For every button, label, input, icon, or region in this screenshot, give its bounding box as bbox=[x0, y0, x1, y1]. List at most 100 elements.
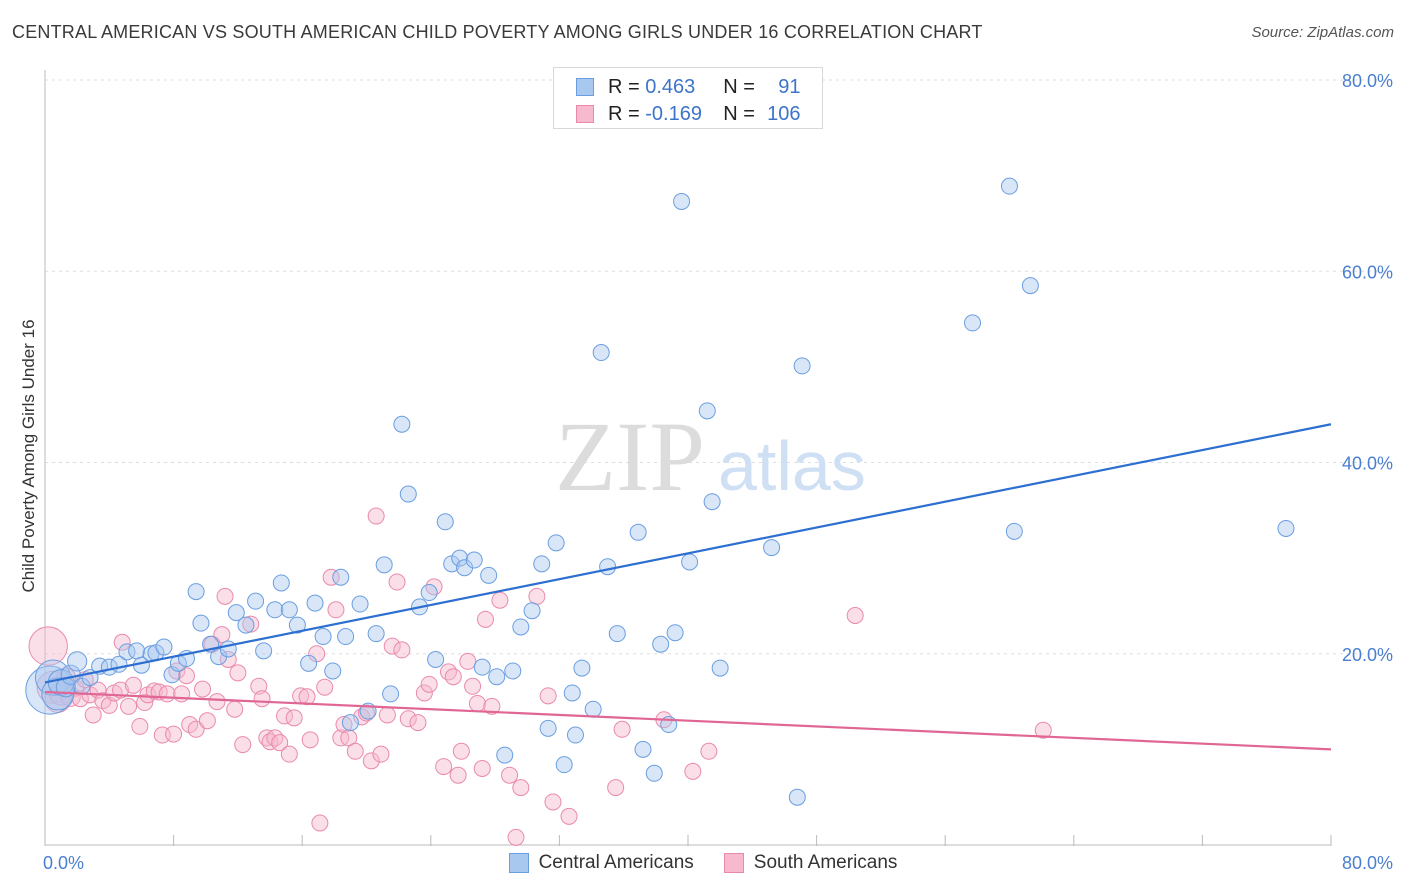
data-point-central bbox=[1005, 522, 1023, 540]
data-point-central bbox=[155, 638, 173, 656]
data-point-central bbox=[341, 714, 359, 732]
x-tick-label: 0.0% bbox=[43, 853, 84, 873]
series-legend: Central Americans South Americans bbox=[0, 852, 1406, 874]
data-point-central bbox=[555, 756, 573, 774]
axes bbox=[44, 70, 1332, 846]
data-point-south bbox=[266, 729, 284, 747]
data-point-south bbox=[560, 807, 578, 825]
data-point-south bbox=[311, 814, 329, 832]
data-point-south bbox=[452, 742, 470, 760]
data-point-south bbox=[213, 626, 231, 644]
data-point-south bbox=[165, 725, 183, 743]
data-point-central bbox=[314, 628, 332, 646]
data-point-central bbox=[547, 534, 565, 552]
data-point-central bbox=[645, 764, 663, 782]
legend-label-south: South Americans bbox=[753, 852, 898, 873]
legend-item-central[interactable]: Central Americans bbox=[508, 852, 694, 874]
data-point-central bbox=[480, 566, 498, 584]
data-point-south bbox=[271, 734, 289, 752]
n-value: 91 bbox=[778, 75, 801, 98]
data-point-south bbox=[459, 652, 477, 670]
data-point-central bbox=[584, 700, 602, 718]
data-point-central bbox=[187, 583, 205, 601]
legend-swatch-central bbox=[508, 853, 529, 873]
data-point-central bbox=[634, 740, 652, 758]
data-point-central bbox=[539, 719, 557, 737]
data-point-central bbox=[1021, 277, 1039, 295]
data-point-central bbox=[573, 659, 591, 677]
data-point-south bbox=[187, 720, 205, 738]
data-point-central bbox=[504, 662, 522, 680]
data-point-south bbox=[173, 685, 191, 703]
data-point-south bbox=[131, 717, 149, 735]
data-point-central bbox=[698, 402, 716, 420]
data-point-south bbox=[388, 573, 406, 591]
source-label: Source: ZipAtlas.com bbox=[1251, 24, 1394, 41]
data-point-south bbox=[229, 664, 247, 682]
data-point-central bbox=[512, 618, 530, 636]
data-point-south bbox=[226, 700, 244, 718]
data-point-central bbox=[219, 640, 237, 658]
data-point-central bbox=[465, 551, 483, 569]
data-point-south bbox=[449, 766, 467, 784]
data-point-south bbox=[607, 779, 625, 797]
legend-swatch-south bbox=[723, 853, 744, 873]
stats-legend: R = 0.463 N = 91 R = -0.169 N = 106 bbox=[553, 67, 823, 129]
data-point-south bbox=[84, 706, 102, 724]
data-point-central bbox=[788, 788, 806, 806]
data-point-south bbox=[435, 758, 453, 776]
central-americans-points bbox=[25, 177, 1295, 806]
data-point-central bbox=[673, 192, 691, 210]
data-point-central bbox=[247, 592, 265, 610]
data-point-central bbox=[703, 493, 721, 511]
data-point-south bbox=[367, 507, 385, 525]
y-axis-label: Child Poverty Among Girls Under 16 bbox=[19, 319, 38, 592]
r-label: R = bbox=[608, 102, 640, 125]
stats-row-south: R = -0.169 N = 106 bbox=[576, 101, 801, 127]
data-point-central bbox=[266, 601, 284, 619]
data-point-south bbox=[439, 663, 457, 681]
data-point-central bbox=[399, 485, 417, 503]
data-point-south bbox=[242, 615, 260, 633]
data-point-central bbox=[563, 684, 581, 702]
data-point-central bbox=[608, 625, 626, 643]
data-point-central bbox=[599, 558, 617, 576]
data-point-central bbox=[763, 539, 781, 557]
data-point-south bbox=[393, 641, 411, 659]
data-point-central bbox=[420, 584, 438, 602]
watermark-zip: ZIP bbox=[555, 401, 705, 512]
data-point-central bbox=[300, 654, 318, 672]
data-point-central bbox=[288, 616, 306, 634]
data-point-south bbox=[613, 720, 631, 738]
data-point-south bbox=[208, 693, 226, 711]
data-point-south bbox=[322, 568, 340, 586]
data-point-central bbox=[451, 549, 469, 567]
south-americans-points bbox=[28, 507, 1052, 846]
data-point-south bbox=[28, 626, 68, 666]
n-label: N = bbox=[723, 75, 755, 98]
data-point-south bbox=[491, 591, 509, 609]
data-point-south bbox=[383, 637, 401, 655]
data-point-central bbox=[964, 314, 982, 332]
data-point-central bbox=[1001, 177, 1018, 195]
data-point-south bbox=[145, 682, 163, 700]
data-point-central bbox=[382, 685, 400, 703]
data-point-south bbox=[378, 706, 396, 724]
data-point-central bbox=[496, 746, 514, 764]
central-swatch bbox=[576, 78, 594, 96]
data-point-central bbox=[592, 344, 610, 362]
legend-item-south[interactable]: South Americans bbox=[723, 852, 898, 874]
data-point-south bbox=[113, 633, 131, 651]
data-point-south bbox=[285, 709, 303, 727]
data-point-south bbox=[399, 710, 417, 728]
watermark: ZIP atlas bbox=[555, 401, 866, 512]
data-point-central bbox=[427, 650, 445, 668]
data-point-central bbox=[793, 357, 811, 375]
data-point-central bbox=[128, 642, 146, 660]
data-point-central bbox=[629, 523, 647, 541]
data-point-south bbox=[112, 681, 130, 699]
data-point-central bbox=[652, 635, 670, 653]
data-point-central bbox=[375, 556, 393, 574]
grid-lines bbox=[45, 79, 1392, 655]
